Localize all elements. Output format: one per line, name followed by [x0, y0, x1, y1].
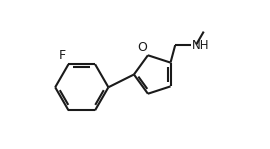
Text: NH: NH	[192, 39, 209, 52]
Text: F: F	[59, 49, 66, 62]
Text: O: O	[137, 41, 147, 53]
